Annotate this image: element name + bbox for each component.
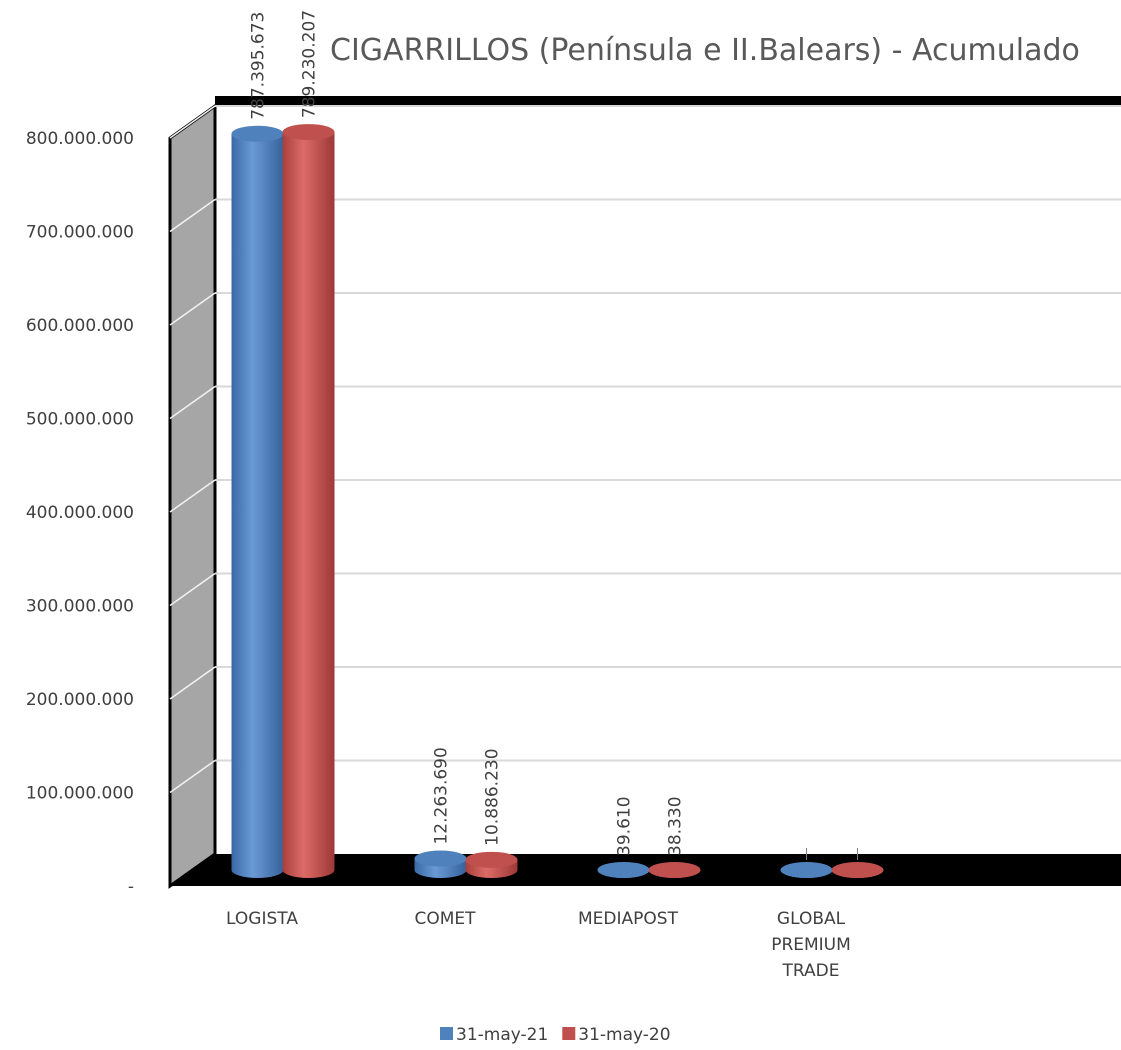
value-label: 38.330 [666,796,686,855]
side-grid-line [169,198,216,233]
legend-label: 31-may-21 [456,1025,548,1045]
x-tick-label: COMET [414,909,476,929]
cylinder-top [831,862,884,878]
side-grid-line [169,292,216,326]
cylinder-top [414,850,467,867]
cylinder-top [648,861,701,878]
legend-label: 31-may-20 [578,1025,670,1045]
y-tick-label: 600.000.000 [26,316,134,336]
cylinder-top [597,861,650,878]
top-frame [215,96,1121,106]
y-tick-label: 100.000.000 [26,784,134,804]
y-tick-label: 400.000.000 [26,503,134,523]
legend-swatch [440,1027,453,1040]
value-label: 39.610 [615,796,635,855]
bar [648,861,701,878]
y-tick-label: 800.000.000 [26,129,134,149]
side-grid-line [169,759,216,794]
side-grid-line [169,479,216,513]
bar [465,851,518,878]
cylinder-top [231,125,284,142]
bar [597,861,650,878]
bar [414,850,467,878]
y-tick-label: 700.000.000 [26,223,134,243]
cylinder-top [780,862,833,878]
side-grid-line [169,572,216,607]
legend-swatch [562,1027,576,1040]
y-tick-label: 200.000.000 [26,690,134,710]
cylinder-body [231,133,284,879]
bar [831,862,884,878]
x-tick-label: LOGISTA [226,909,298,929]
y-tick-label: 300.000.000 [26,597,134,617]
bar [780,862,833,878]
side-grid-line [169,666,216,700]
value-label: 789.230.207 [300,10,320,118]
cylinder-top [465,851,518,868]
y-tick-label: 500.000.000 [26,410,134,430]
chart-title: CIGARRILLOS (Península e II.Balears) - A… [330,33,1080,68]
side-grid-line [169,105,216,139]
value-label: 787.395.673 [249,12,269,120]
bar [282,124,335,878]
x-tick-label: GLOBAL PREMIUM TRADE [771,909,851,981]
value-label: 10.886.230 [483,748,503,845]
y-tick-label: - [128,877,134,897]
cylinder-top [282,124,335,141]
cylinder-body [282,132,335,878]
side-grid-line [169,385,216,420]
bar [231,125,284,879]
value-label: 12.263.690 [432,747,452,844]
x-tick-label: MEDIAPOST [578,909,679,929]
